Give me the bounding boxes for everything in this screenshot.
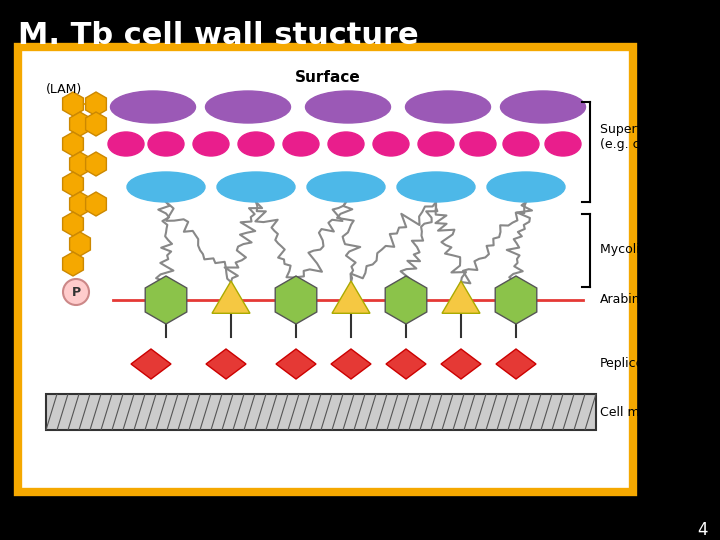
FancyBboxPatch shape bbox=[18, 47, 633, 492]
Polygon shape bbox=[496, 349, 536, 379]
Ellipse shape bbox=[500, 91, 585, 123]
Ellipse shape bbox=[503, 132, 539, 156]
Polygon shape bbox=[86, 192, 107, 216]
Ellipse shape bbox=[205, 91, 290, 123]
Ellipse shape bbox=[108, 132, 144, 156]
Polygon shape bbox=[385, 276, 427, 324]
Ellipse shape bbox=[193, 132, 229, 156]
Polygon shape bbox=[70, 192, 91, 216]
Polygon shape bbox=[86, 92, 107, 116]
Ellipse shape bbox=[307, 172, 385, 202]
Polygon shape bbox=[63, 132, 84, 156]
Ellipse shape bbox=[110, 91, 196, 123]
Ellipse shape bbox=[460, 132, 496, 156]
Polygon shape bbox=[70, 152, 91, 176]
Polygon shape bbox=[275, 276, 317, 324]
Ellipse shape bbox=[217, 172, 295, 202]
FancyBboxPatch shape bbox=[46, 394, 596, 430]
Ellipse shape bbox=[127, 172, 205, 202]
Text: P: P bbox=[71, 286, 81, 299]
Ellipse shape bbox=[545, 132, 581, 156]
Text: Mycolic acid: Mycolic acid bbox=[600, 244, 677, 256]
Polygon shape bbox=[63, 212, 84, 236]
Ellipse shape bbox=[328, 132, 364, 156]
Polygon shape bbox=[63, 252, 84, 276]
Polygon shape bbox=[276, 349, 316, 379]
Text: Superficia lipids
(e.g. cord factor): Superficia lipids (e.g. cord factor) bbox=[600, 123, 706, 151]
Polygon shape bbox=[70, 112, 91, 136]
Text: M. Tb cell wall stucture: M. Tb cell wall stucture bbox=[18, 21, 418, 50]
Text: (LAM): (LAM) bbox=[46, 84, 82, 97]
Polygon shape bbox=[441, 349, 481, 379]
Polygon shape bbox=[442, 281, 480, 313]
Polygon shape bbox=[386, 349, 426, 379]
Ellipse shape bbox=[373, 132, 409, 156]
Ellipse shape bbox=[305, 91, 390, 123]
Polygon shape bbox=[86, 152, 107, 176]
Polygon shape bbox=[131, 349, 171, 379]
Circle shape bbox=[63, 279, 89, 305]
Ellipse shape bbox=[487, 172, 565, 202]
Polygon shape bbox=[145, 276, 186, 324]
Text: Surface: Surface bbox=[295, 70, 361, 84]
Ellipse shape bbox=[397, 172, 475, 202]
Polygon shape bbox=[206, 349, 246, 379]
Ellipse shape bbox=[148, 132, 184, 156]
Text: Cell membrane: Cell membrane bbox=[600, 406, 696, 419]
Polygon shape bbox=[495, 276, 537, 324]
Polygon shape bbox=[86, 112, 107, 136]
Polygon shape bbox=[332, 281, 370, 313]
Text: Peplicoglycan: Peplicoglycan bbox=[600, 357, 685, 370]
Ellipse shape bbox=[418, 132, 454, 156]
Polygon shape bbox=[212, 281, 250, 313]
Text: Arabinogalactan: Arabinogalactan bbox=[600, 294, 703, 307]
Text: 4: 4 bbox=[698, 521, 708, 539]
Ellipse shape bbox=[238, 132, 274, 156]
Polygon shape bbox=[63, 92, 84, 116]
Ellipse shape bbox=[283, 132, 319, 156]
Ellipse shape bbox=[405, 91, 490, 123]
Polygon shape bbox=[70, 232, 91, 256]
Polygon shape bbox=[331, 349, 371, 379]
Polygon shape bbox=[63, 172, 84, 196]
